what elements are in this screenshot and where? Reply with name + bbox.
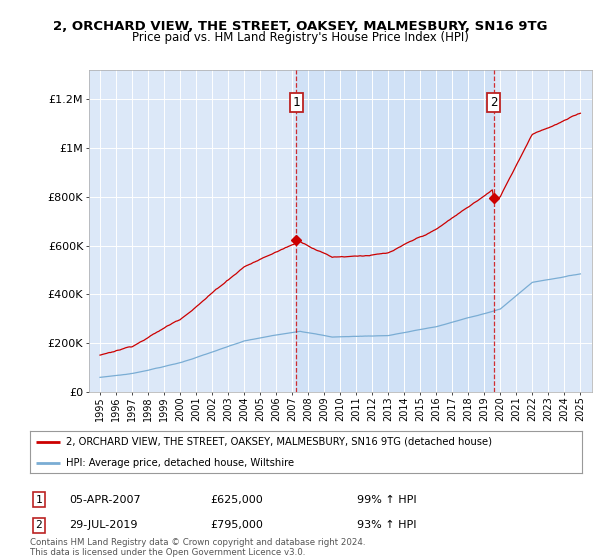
Text: 99% ↑ HPI: 99% ↑ HPI: [357, 494, 416, 505]
Text: 05-APR-2007: 05-APR-2007: [69, 494, 140, 505]
Text: £795,000: £795,000: [210, 520, 263, 530]
Text: 1: 1: [35, 494, 43, 505]
Text: 29-JUL-2019: 29-JUL-2019: [69, 520, 137, 530]
Text: 2, ORCHARD VIEW, THE STREET, OAKSEY, MALMESBURY, SN16 9TG: 2, ORCHARD VIEW, THE STREET, OAKSEY, MAL…: [53, 20, 547, 32]
Text: £625,000: £625,000: [210, 494, 263, 505]
Text: 2: 2: [490, 96, 497, 109]
Text: 2: 2: [35, 520, 43, 530]
Text: HPI: Average price, detached house, Wiltshire: HPI: Average price, detached house, Wilt…: [66, 458, 294, 468]
Bar: [296, 70, 494, 392]
Text: Price paid vs. HM Land Registry's House Price Index (HPI): Price paid vs. HM Land Registry's House …: [131, 31, 469, 44]
Text: Contains HM Land Registry data © Crown copyright and database right 2024.
This d: Contains HM Land Registry data © Crown c…: [30, 538, 365, 557]
Text: 1: 1: [293, 96, 300, 109]
Text: 2, ORCHARD VIEW, THE STREET, OAKSEY, MALMESBURY, SN16 9TG (detached house): 2, ORCHARD VIEW, THE STREET, OAKSEY, MAL…: [66, 437, 492, 447]
Text: 93% ↑ HPI: 93% ↑ HPI: [357, 520, 416, 530]
